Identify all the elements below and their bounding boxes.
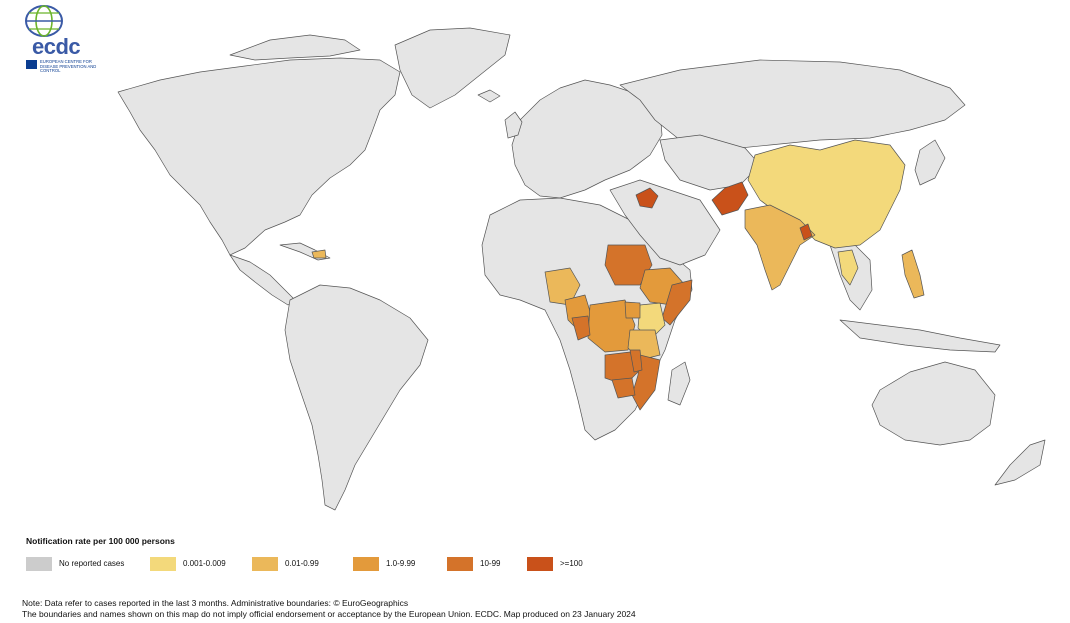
country-zimbabwe xyxy=(611,377,636,399)
world-map xyxy=(117,27,1046,511)
eu-flag-icon xyxy=(26,60,37,69)
country-somalia xyxy=(661,279,693,326)
footnote-line-2: The boundaries and names shown on this m… xyxy=(22,609,636,619)
country-uganda xyxy=(624,301,641,319)
country-afghanistan xyxy=(711,181,749,216)
country-syria xyxy=(635,187,659,209)
region-arctic-islands xyxy=(229,34,361,61)
region-madagascar xyxy=(667,361,691,406)
region-middle-east xyxy=(609,179,721,266)
legend-label: >=100 xyxy=(560,559,583,568)
region-iceland xyxy=(477,89,501,103)
region-central-america xyxy=(229,254,296,306)
country-philippines xyxy=(901,249,925,299)
region-indonesia xyxy=(839,319,1001,353)
legend-swatch xyxy=(353,557,379,571)
legend-label: 1.0-9.99 xyxy=(386,559,416,568)
country-bangladesh xyxy=(799,223,813,241)
region-north-asia xyxy=(619,59,966,151)
region-japan xyxy=(914,139,946,186)
ecdc-logo: ecdc EUROPEAN CENTRE FOR DISEASE PREVENT… xyxy=(8,4,98,74)
country-dominican-rep xyxy=(311,249,327,259)
ecdc-wordmark: ecdc xyxy=(32,34,81,60)
legend-title: Notification rate per 100 000 persons xyxy=(26,536,175,546)
country-thailand xyxy=(837,249,859,286)
region-australia xyxy=(871,361,996,446)
legend-swatch xyxy=(150,557,176,571)
country-drc xyxy=(587,299,636,353)
country-malawi xyxy=(629,349,643,373)
region-new-zealand xyxy=(994,439,1046,486)
country-nigeria xyxy=(544,267,581,306)
legend-label: 0.01-0.99 xyxy=(285,559,319,568)
legend-swatch xyxy=(447,557,473,571)
legend-label: 10-99 xyxy=(480,559,501,568)
region-uk xyxy=(504,111,523,139)
region-north-america xyxy=(117,57,401,256)
legend-swatch xyxy=(26,557,52,571)
legend-label: 0.001-0.009 xyxy=(183,559,226,568)
region-greenland xyxy=(394,27,511,109)
footnote-line-1: Note: Data refer to cases reported in th… xyxy=(22,598,409,608)
legend-label: No reported cases xyxy=(59,559,125,568)
logo-name: ecdc xyxy=(32,34,81,59)
country-zambia xyxy=(604,351,641,386)
logo-org-name: EUROPEAN CENTRE FOR DISEASE PREVENTION A… xyxy=(40,59,97,74)
reporting-layer xyxy=(311,139,925,411)
country-sudan xyxy=(604,244,653,286)
country-congo xyxy=(571,315,591,341)
region-south-america xyxy=(284,284,429,511)
legend-swatch xyxy=(527,557,553,571)
region-europe xyxy=(511,79,663,199)
footnote: Note: Data refer to cases reported in th… xyxy=(22,598,636,620)
globe-icon xyxy=(25,5,63,37)
country-india xyxy=(744,204,816,291)
legend-swatch xyxy=(252,557,278,571)
